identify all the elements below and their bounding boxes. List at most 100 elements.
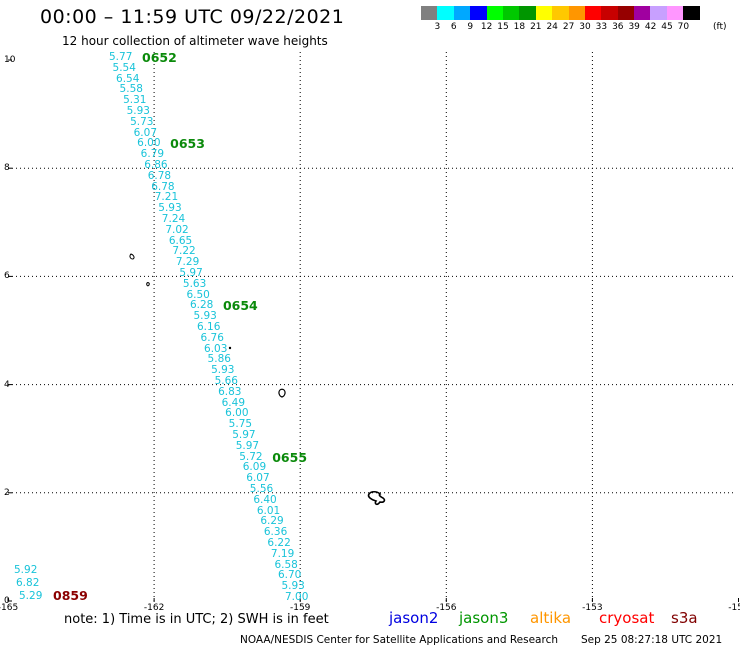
wave-height-value: 6.49 xyxy=(221,396,246,409)
wave-height-value: 6.00 xyxy=(137,137,161,150)
generated-timestamp: Sep 25 08:27:18 UTC 2021 xyxy=(581,634,723,646)
kaula-islet-outline xyxy=(146,282,150,287)
color-scale-label: 3 xyxy=(434,22,441,32)
wave-height-value: 6.28 xyxy=(189,299,214,312)
color-swatch xyxy=(584,6,602,20)
color-scale-label: 45 xyxy=(661,22,673,32)
wave-height-value: 5.58 xyxy=(119,83,143,96)
wave-height-value: 5.54 xyxy=(112,61,136,74)
color-swatch xyxy=(683,6,700,20)
track-time-label: 0653 xyxy=(170,136,205,152)
corner-time-label: 0859 xyxy=(53,588,88,603)
wave-height-value: 6.36 xyxy=(263,526,288,539)
chart-subtitle: 12 hour collection of altimeter wave hei… xyxy=(62,34,328,48)
satellite-legend-item: altika xyxy=(530,609,572,627)
x-tick-label: -165 xyxy=(0,603,19,613)
x-tick-label: -153 xyxy=(582,603,603,613)
wave-height-value: 6.70 xyxy=(277,569,302,582)
corner-value: 6.82 xyxy=(16,577,40,589)
nihoa-islet-dot xyxy=(228,346,232,350)
wave-height-value: 7.22 xyxy=(172,245,196,258)
wave-height-value: 6.40 xyxy=(253,493,277,506)
wave-height-value: 7.29 xyxy=(175,256,200,269)
x-tick-label: -150 xyxy=(728,603,740,613)
wave-height-value: 6.16 xyxy=(197,321,221,333)
wave-height-value: 5.97 xyxy=(232,429,256,441)
color-scale-label: 30 xyxy=(579,22,591,32)
wave-height-value: 6.76 xyxy=(200,331,224,344)
wave-height-value: 5.93 xyxy=(211,364,235,377)
color-swatch xyxy=(502,6,520,20)
color-scale-label: 18 xyxy=(513,22,526,32)
wave-height-value: 6.78 xyxy=(147,169,172,182)
wave-height-value: 7.19 xyxy=(270,547,295,560)
kauai-island-outline xyxy=(278,388,286,398)
wave-height-value: 6.79 xyxy=(140,148,165,161)
wave-height-value: 5.56 xyxy=(249,483,274,495)
footer-note: note: 1) Time is in UTC; 2) SWH is in fe… xyxy=(64,612,329,627)
axis-ticks xyxy=(7,59,739,602)
niihau-island-outline xyxy=(129,253,135,260)
wave-height-value: 5.63 xyxy=(182,277,207,290)
color-swatch xyxy=(535,6,553,20)
color-swatch xyxy=(666,6,684,20)
wave-height-value: 7.02 xyxy=(165,223,189,236)
wave-height-value: 5.73 xyxy=(130,115,154,128)
wave-height-value: 5.66 xyxy=(214,375,238,387)
color-swatch xyxy=(421,6,438,20)
wave-height-value: 7.21 xyxy=(154,191,179,204)
color-scale-label: 9 xyxy=(467,22,474,32)
color-scale-label: 21 xyxy=(530,22,542,32)
wave-height-value: 6.54 xyxy=(116,72,140,85)
wave-height-value: 6.50 xyxy=(186,288,210,301)
wave-height-value: 5.86 xyxy=(207,353,231,366)
wave-height-value: 5.93 xyxy=(281,580,305,593)
credit-text: NOAA/NESDIS Center for Satellite Applica… xyxy=(240,634,558,646)
wave-height-value: 5.93 xyxy=(158,202,182,215)
x-tick-label: -156 xyxy=(436,603,457,613)
color-scale-label: 33 xyxy=(595,22,608,32)
track-time-label: 0654 xyxy=(222,298,258,314)
wave-height-value: 5.72 xyxy=(239,450,263,463)
corner-value: 5.92 xyxy=(14,564,38,576)
color-swatch xyxy=(617,6,635,20)
color-scale-unit: (ft) xyxy=(713,22,727,32)
y-tick-label: 8 xyxy=(4,163,10,174)
color-scale-label: 70 xyxy=(677,22,690,32)
color-scale-label: 12 xyxy=(480,22,493,32)
wave-height-value: 5.75 xyxy=(228,418,253,431)
wave-height-value: 5.97 xyxy=(235,439,260,452)
y-tick-label: 6 xyxy=(4,271,10,282)
color-swatch xyxy=(552,6,569,20)
corner-value: 5.29 xyxy=(19,590,43,602)
color-swatch xyxy=(634,6,651,20)
wave-height-value: 7.24 xyxy=(161,213,186,225)
wave-height-value: 5.77 xyxy=(109,51,133,63)
wave-height-value: 6.00 xyxy=(225,407,249,420)
color-swatch xyxy=(519,6,536,20)
wave-height-value: 6.29 xyxy=(260,515,284,528)
wave-height-value: 7.00 xyxy=(285,591,309,603)
color-swatch xyxy=(470,6,487,20)
x-tick-label: -159 xyxy=(289,603,311,613)
wave-height-value: 6.22 xyxy=(267,537,291,549)
wave-height-value: 5.93 xyxy=(193,310,217,323)
lat-lon-grid xyxy=(8,52,733,601)
x-tick-label: -162 xyxy=(143,603,165,613)
wave-height-value: 6.09 xyxy=(242,461,267,474)
color-scale-labels: 3 6 9 12 15 18 21 24 27 30 33 36 39 42 45 70 xyxy=(421,22,721,34)
satellite-legend-item: jason3 xyxy=(459,609,509,627)
wave-height-value: 6.65 xyxy=(168,234,193,247)
wave-height-value: 6.01 xyxy=(256,504,281,517)
color-swatch xyxy=(601,6,618,20)
color-scale-label: 36 xyxy=(612,22,624,32)
wave-height-value: 6.07 xyxy=(246,472,270,485)
wave-height-value: 6.58 xyxy=(274,558,298,571)
wave-height-value: 6.78 xyxy=(151,180,175,193)
color-swatch xyxy=(486,6,503,20)
color-swatch xyxy=(650,6,667,20)
wave-height-value: 5.97 xyxy=(179,267,203,279)
wave-height-value: 5.93 xyxy=(126,105,150,117)
satellite-legend-item: jason2 xyxy=(389,609,439,627)
